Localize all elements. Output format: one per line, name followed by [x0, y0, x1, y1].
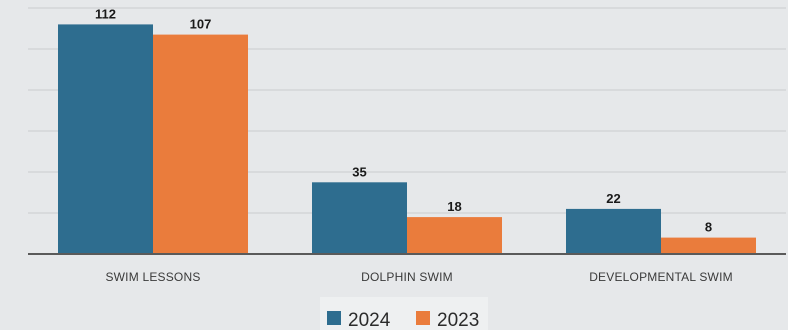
legend-label-2024: 2024 — [348, 310, 391, 330]
category-label: DEVELOPMENTAL SWIM — [589, 270, 733, 284]
data-labels: 112 107 35 18 22 8 — [95, 6, 712, 234]
data-label: 18 — [447, 199, 461, 214]
data-label: 35 — [352, 164, 366, 179]
category-label: DOLPHIN SWIM — [361, 270, 453, 284]
bar-2023-1 — [407, 217, 502, 254]
category-label: SWIM LESSONS — [105, 270, 200, 284]
legend-label-2023: 2023 — [437, 310, 479, 330]
legend: 2024 2023 — [320, 297, 488, 330]
bars — [58, 24, 756, 255]
legend-swatch-2023 — [416, 311, 430, 325]
bar-2024-2 — [566, 208, 661, 254]
bar-2023-2 — [661, 237, 756, 254]
data-label: 8 — [705, 220, 712, 235]
data-label: 107 — [190, 17, 212, 32]
bar-2024-1 — [312, 182, 407, 255]
data-label: 22 — [606, 191, 620, 206]
legend-background — [320, 297, 488, 330]
category-labels: SWIM LESSONS DOLPHIN SWIM DEVELOPMENTAL SW… — [105, 270, 732, 284]
data-label: 112 — [95, 6, 116, 21]
bar-2023-0 — [153, 34, 248, 254]
legend-swatch-2024 — [327, 311, 341, 325]
bar-2024-0 — [58, 24, 153, 255]
